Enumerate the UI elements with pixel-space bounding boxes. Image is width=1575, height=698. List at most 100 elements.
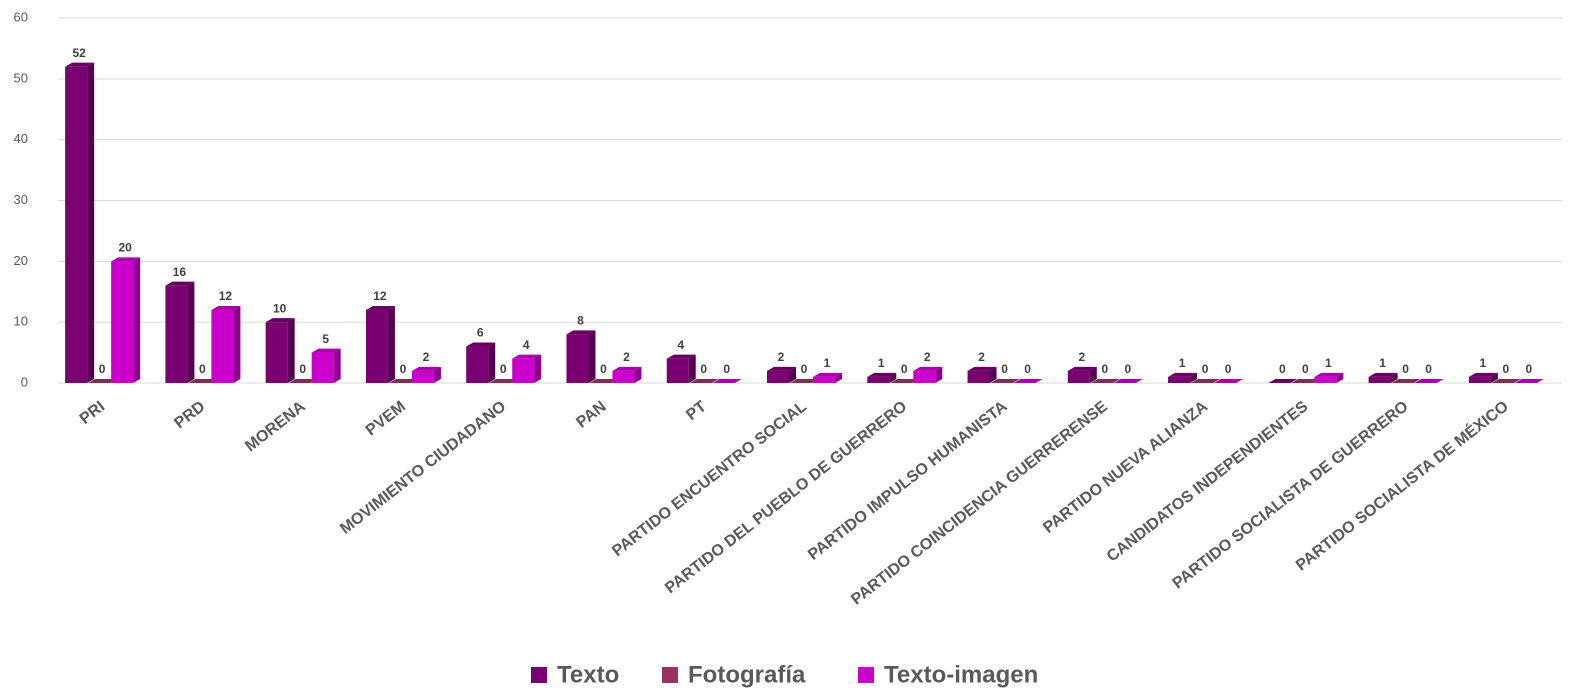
bar	[411, 370, 434, 383]
data-label: 1	[1325, 356, 1332, 370]
bar-top	[1113, 379, 1143, 383]
legend-swatch	[531, 667, 547, 683]
bar-top	[1013, 379, 1043, 383]
bar-side	[488, 342, 496, 383]
bar-top	[111, 257, 141, 262]
bar-top	[188, 379, 218, 383]
data-label: 0	[1225, 362, 1232, 376]
bar-top	[712, 379, 742, 383]
data-label: 4	[523, 338, 530, 352]
x-tick-label: PT	[683, 398, 710, 424]
data-label: 0	[400, 362, 407, 376]
bar-top	[311, 348, 341, 353]
data-label: 2	[924, 350, 931, 364]
data-label: 0	[1302, 362, 1309, 376]
bar-side	[588, 330, 596, 383]
bar-top	[1514, 379, 1544, 383]
bar	[867, 376, 890, 383]
data-label: 1	[824, 356, 831, 370]
bar	[265, 322, 288, 383]
data-label: 8	[577, 314, 584, 328]
data-label: 0	[1279, 362, 1286, 376]
data-label: 0	[1402, 362, 1409, 376]
bar-top	[990, 379, 1020, 383]
bar	[666, 358, 689, 383]
bar-side	[688, 354, 696, 383]
data-label: 0	[1202, 362, 1209, 376]
bar	[767, 370, 789, 383]
bar-side	[87, 62, 95, 384]
bar-top	[767, 366, 796, 371]
bar-side	[534, 354, 542, 383]
data-label: 0	[901, 362, 908, 376]
y-tick-label: 0	[21, 374, 28, 389]
legend-label: Fotografía	[688, 661, 806, 688]
bar-side	[433, 366, 441, 383]
y-tick-label: 30	[14, 192, 28, 207]
bar-top	[211, 306, 241, 310]
data-label: 1	[1379, 356, 1386, 370]
bar-top	[165, 281, 195, 286]
bar-side	[1190, 372, 1198, 383]
bar-top	[489, 379, 519, 383]
bar-top	[388, 379, 418, 383]
bar-top	[589, 379, 619, 383]
data-label: 12	[373, 289, 387, 303]
bar-top	[1291, 379, 1321, 383]
data-label: 0	[1124, 362, 1131, 376]
data-label: 10	[273, 301, 287, 315]
bar	[612, 370, 635, 383]
bar	[311, 352, 334, 383]
bar-top	[1191, 379, 1221, 383]
data-label: 0	[299, 362, 306, 376]
x-tick-label: MOVIMIENTO CIUDADANO	[337, 398, 509, 538]
bar-side	[233, 306, 241, 383]
x-tick-label: PAN	[573, 398, 609, 431]
bar-side	[133, 257, 141, 383]
data-label: 0	[600, 362, 607, 376]
bar-side	[333, 348, 341, 383]
bar-top	[1491, 379, 1521, 383]
bar	[913, 370, 936, 383]
data-label: 0	[1001, 362, 1008, 376]
bar-top	[790, 379, 819, 383]
bar	[813, 376, 835, 383]
data-label: 4	[677, 338, 684, 352]
data-label: 2	[623, 350, 630, 364]
data-label: 1	[1179, 356, 1186, 370]
data-label: 0	[500, 362, 507, 376]
x-tick-label: PRI	[77, 398, 108, 428]
x-tick-label: PARTIDO IMPULSO HUMANISTA	[805, 398, 1011, 564]
data-label: 0	[1101, 362, 1108, 376]
bar-top	[512, 354, 542, 359]
bar-side	[187, 281, 195, 383]
bar-side	[789, 366, 796, 383]
data-label: 1	[878, 356, 885, 370]
bar-side	[1089, 366, 1097, 383]
x-tick-label: PARTIDO SOCIALISTA DE MÉXICO	[1292, 397, 1512, 575]
data-label: 20	[118, 241, 132, 255]
bar-top	[1391, 379, 1421, 383]
bar-top	[265, 318, 295, 323]
bar-top	[1090, 379, 1120, 383]
data-label: 0	[723, 362, 730, 376]
bar-top	[65, 62, 95, 67]
bar	[967, 370, 990, 383]
data-label: 1	[1480, 356, 1487, 370]
bar-top	[666, 354, 696, 359]
bar-side	[287, 318, 295, 383]
bar-top	[466, 342, 496, 347]
data-label: 0	[1425, 362, 1432, 376]
bar-top	[1314, 372, 1344, 377]
x-tick-label: PVEM	[363, 398, 409, 439]
data-label: 2	[423, 350, 430, 364]
legend-label: Texto	[557, 661, 619, 688]
bar	[211, 310, 234, 383]
bar	[512, 358, 535, 383]
data-label: 52	[72, 46, 86, 60]
bar	[1314, 376, 1337, 383]
bar-top	[88, 379, 118, 383]
bar-side	[935, 366, 943, 383]
bar-top	[1268, 379, 1298, 383]
